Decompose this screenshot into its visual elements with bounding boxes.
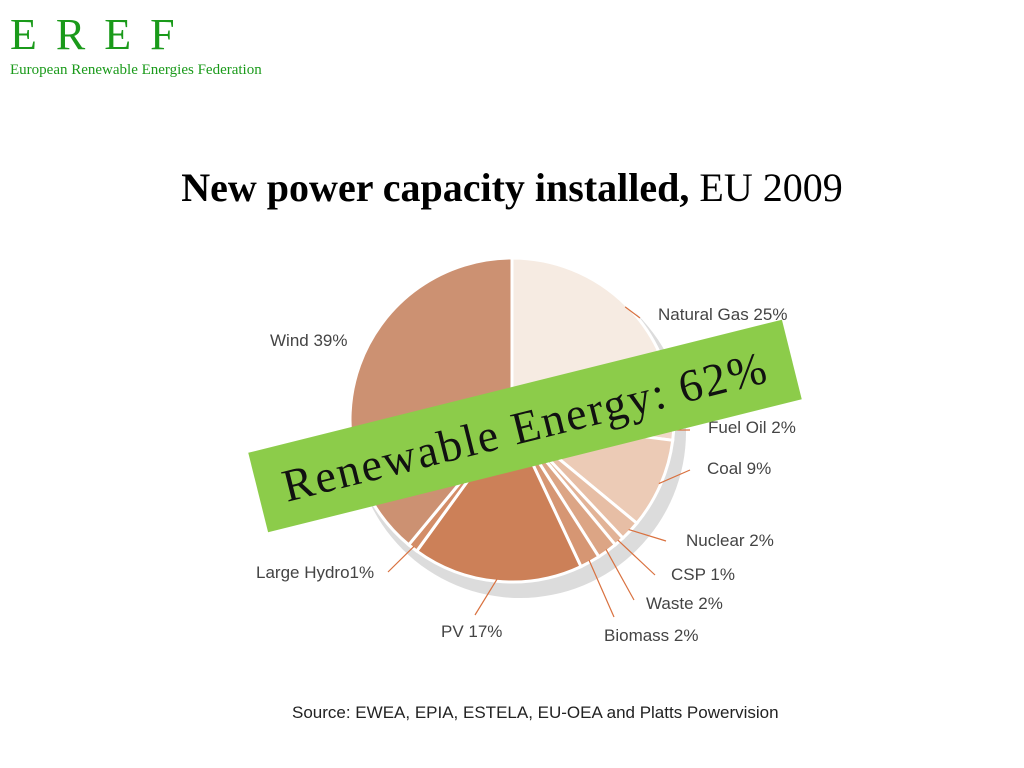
slice-label: Nuclear 2% — [686, 531, 774, 550]
leader-line — [588, 559, 615, 618]
slide-title: New power capacity installed, EU 2009 — [0, 164, 1024, 211]
pie-slice — [414, 417, 583, 584]
brand-subtitle: European Renewable Energies Federation — [10, 62, 262, 78]
slice-label: Fuel Oil 2% — [708, 418, 796, 437]
leader-line — [624, 306, 641, 319]
slice-label: Natural Gas 25% — [658, 305, 787, 324]
brand-logo-text: E R E F — [10, 10, 179, 59]
slice-label: Biomass 2% — [604, 626, 698, 645]
leader-line — [628, 528, 667, 542]
slide-title-rest: EU 2009 — [689, 165, 843, 210]
slice-label: Coal 9% — [707, 459, 771, 478]
slide-title-bold: New power capacity installed, — [181, 165, 690, 210]
slice-label: Large Hydro1% — [256, 563, 374, 582]
leader-line — [387, 545, 415, 573]
leader-line — [617, 539, 656, 576]
leader-line — [605, 549, 635, 601]
slice-label: PV 17% — [441, 622, 502, 641]
leader-line — [658, 469, 691, 485]
brand-block: E R E F European Renewable Energies Fede… — [10, 12, 262, 79]
slice-label: CSP 1% — [671, 565, 735, 584]
source-note: Source: EWEA, EPIA, ESTELA, EU-OEA and P… — [292, 703, 779, 722]
leader-line — [474, 578, 498, 616]
slice-label: Wind 39% — [270, 331, 347, 350]
slice-label: Waste 2% — [646, 594, 723, 613]
